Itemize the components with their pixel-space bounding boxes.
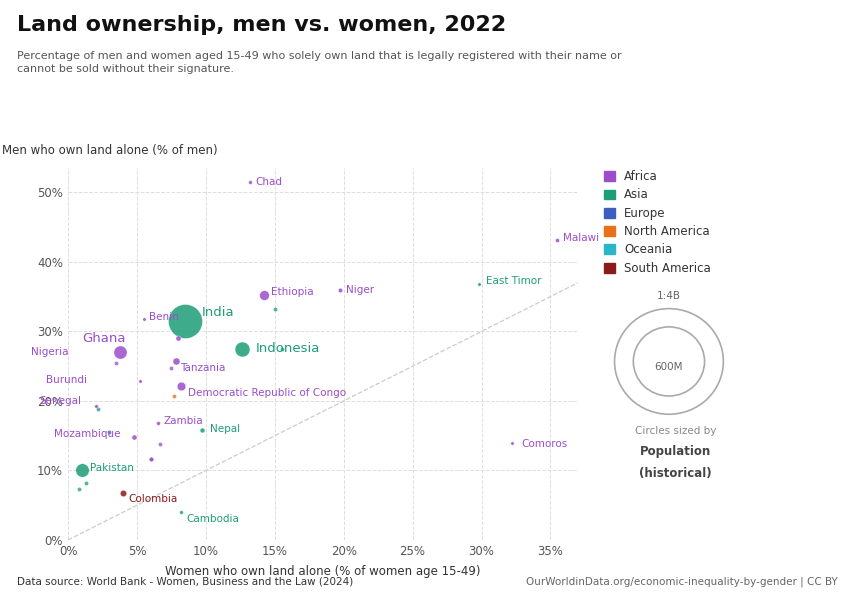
Text: Cambodia: Cambodia xyxy=(186,514,240,524)
Text: Comoros: Comoros xyxy=(522,439,568,449)
Text: Zambia: Zambia xyxy=(163,416,203,426)
Text: Colombia: Colombia xyxy=(128,494,178,504)
Text: Ethiopia: Ethiopia xyxy=(270,287,314,297)
Point xyxy=(174,508,188,517)
Point xyxy=(472,280,485,289)
Point xyxy=(114,347,128,357)
Point xyxy=(165,364,178,373)
Point xyxy=(103,427,116,437)
Text: Our World
in Data: Our World in Data xyxy=(721,15,784,37)
Text: Benin: Benin xyxy=(150,312,179,322)
Point xyxy=(235,344,248,354)
Text: Chad: Chad xyxy=(256,177,282,187)
Text: India: India xyxy=(201,306,235,319)
Text: Malawi: Malawi xyxy=(563,233,599,243)
Point xyxy=(144,455,157,464)
Text: (historical): (historical) xyxy=(639,467,712,480)
Text: Tanzania: Tanzania xyxy=(179,363,225,373)
Point xyxy=(137,314,150,323)
Point xyxy=(505,438,518,448)
Text: Data source: World Bank - Women, Business and the Law (2024): Data source: World Bank - Women, Busines… xyxy=(17,577,354,587)
Point xyxy=(257,290,270,300)
X-axis label: Women who own land alone (% of women age 15-49): Women who own land alone (% of women age… xyxy=(165,565,481,578)
Point xyxy=(154,439,167,449)
Text: 1:4B: 1:4B xyxy=(657,291,681,301)
Text: East Timor: East Timor xyxy=(485,277,541,286)
Point xyxy=(243,177,257,187)
Point xyxy=(133,377,146,386)
Point xyxy=(92,404,105,414)
Point xyxy=(88,401,102,410)
Point xyxy=(110,358,123,367)
Text: 600M: 600M xyxy=(654,362,683,372)
Text: Democratic Republic of Congo: Democratic Republic of Congo xyxy=(188,388,346,398)
Text: Men who own land alone (% of men): Men who own land alone (% of men) xyxy=(2,144,218,157)
Point xyxy=(172,334,185,343)
Point xyxy=(144,454,157,463)
Point xyxy=(275,344,288,354)
Text: Niger: Niger xyxy=(347,284,375,295)
Point xyxy=(174,381,188,391)
Text: Ghana: Ghana xyxy=(82,332,126,345)
Point xyxy=(178,316,192,326)
Text: Land ownership, men vs. women, 2022: Land ownership, men vs. women, 2022 xyxy=(17,15,506,35)
Text: Percentage of men and women aged 15-49 who solely own land that is legally regis: Percentage of men and women aged 15-49 w… xyxy=(17,51,621,74)
Point xyxy=(75,466,88,475)
Text: Indonesia: Indonesia xyxy=(256,341,320,355)
Point xyxy=(72,484,86,494)
Point xyxy=(332,285,346,295)
Text: Nepal: Nepal xyxy=(210,424,240,434)
Point xyxy=(128,432,141,442)
Point xyxy=(195,425,208,435)
Point xyxy=(150,418,164,428)
Text: Burundi: Burundi xyxy=(46,375,88,385)
Legend: Africa, Asia, Europe, North America, Oceania, South America: Africa, Asia, Europe, North America, Oce… xyxy=(604,170,711,275)
Text: Circles sized by: Circles sized by xyxy=(635,426,717,436)
Text: OurWorldinData.org/economic-inequality-by-gender | CC BY: OurWorldinData.org/economic-inequality-b… xyxy=(525,576,837,587)
Text: Mozambique: Mozambique xyxy=(54,428,121,439)
Point xyxy=(79,478,93,488)
Text: Nigeria: Nigeria xyxy=(31,347,68,357)
Text: Senegal: Senegal xyxy=(40,396,82,406)
Text: Pakistan: Pakistan xyxy=(90,463,134,473)
Point xyxy=(167,391,181,401)
Point xyxy=(168,356,182,365)
Point xyxy=(116,488,130,498)
Point xyxy=(268,304,281,314)
Point xyxy=(551,235,564,244)
Text: Population: Population xyxy=(640,445,711,458)
